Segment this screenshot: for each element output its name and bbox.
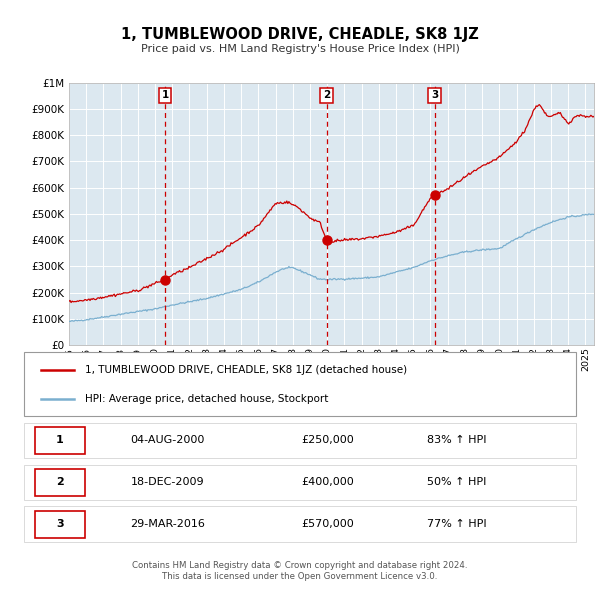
FancyBboxPatch shape (24, 352, 576, 416)
FancyBboxPatch shape (35, 427, 85, 454)
Text: 3: 3 (431, 90, 438, 100)
Text: 04-AUG-2000: 04-AUG-2000 (130, 435, 205, 445)
Text: 3: 3 (56, 519, 64, 529)
Text: 18-DEC-2009: 18-DEC-2009 (131, 477, 205, 487)
Text: £400,000: £400,000 (301, 477, 354, 487)
Text: 1, TUMBLEWOOD DRIVE, CHEADLE, SK8 1JZ (detached house): 1, TUMBLEWOOD DRIVE, CHEADLE, SK8 1JZ (d… (85, 365, 407, 375)
Text: HPI: Average price, detached house, Stockport: HPI: Average price, detached house, Stoc… (85, 394, 328, 404)
Text: 77% ↑ HPI: 77% ↑ HPI (427, 519, 487, 529)
FancyBboxPatch shape (24, 422, 576, 458)
Text: 1: 1 (56, 435, 64, 445)
Text: This data is licensed under the Open Government Licence v3.0.: This data is licensed under the Open Gov… (163, 572, 437, 581)
Text: £570,000: £570,000 (301, 519, 354, 529)
Text: 1, TUMBLEWOOD DRIVE, CHEADLE, SK8 1JZ: 1, TUMBLEWOOD DRIVE, CHEADLE, SK8 1JZ (121, 27, 479, 41)
Text: 1: 1 (161, 90, 169, 100)
Text: Contains HM Land Registry data © Crown copyright and database right 2024.: Contains HM Land Registry data © Crown c… (132, 560, 468, 569)
Text: 50% ↑ HPI: 50% ↑ HPI (427, 477, 487, 487)
Text: £250,000: £250,000 (301, 435, 354, 445)
Text: Price paid vs. HM Land Registry's House Price Index (HPI): Price paid vs. HM Land Registry's House … (140, 44, 460, 54)
FancyBboxPatch shape (35, 469, 85, 496)
FancyBboxPatch shape (24, 464, 576, 500)
Text: 2: 2 (323, 90, 330, 100)
Text: 83% ↑ HPI: 83% ↑ HPI (427, 435, 487, 445)
FancyBboxPatch shape (35, 511, 85, 537)
Text: 29-MAR-2016: 29-MAR-2016 (130, 519, 205, 529)
FancyBboxPatch shape (24, 506, 576, 542)
Text: 2: 2 (56, 477, 64, 487)
